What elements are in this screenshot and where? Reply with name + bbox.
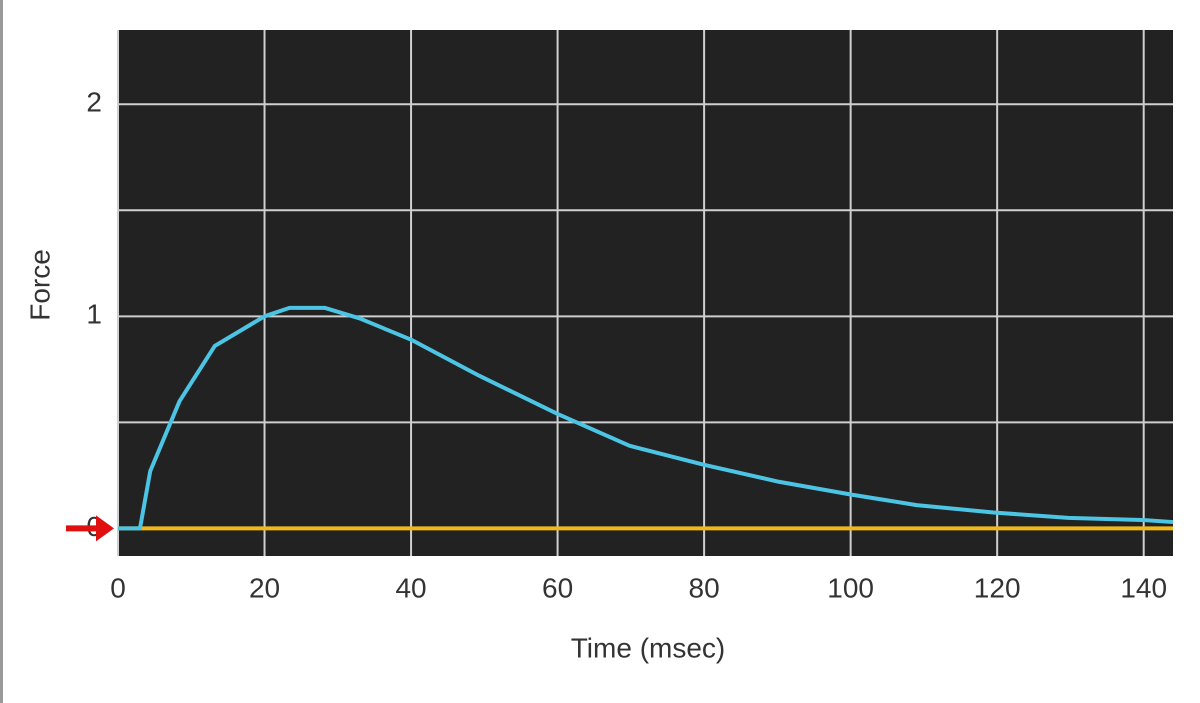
plot-background	[118, 30, 1173, 556]
x-tick-label: 40	[395, 572, 426, 603]
y-axis-label: Force	[24, 249, 55, 321]
y-tick-label: 2	[86, 87, 102, 118]
x-tick-label: 0	[110, 572, 126, 603]
x-tick-label: 20	[249, 572, 280, 603]
data-line	[118, 305, 1174, 531]
y-tick-label: 1	[86, 299, 102, 330]
window-border	[0, 0, 3, 703]
x-axis-label: Time (msec)	[571, 632, 726, 663]
x-tick-label: 60	[542, 572, 573, 603]
x-tick-label: 140	[1120, 572, 1167, 603]
x-tick-label: 120	[974, 572, 1021, 603]
x-tick-label: 80	[689, 572, 720, 603]
x-tick-label: 100	[827, 572, 874, 603]
zero-marker-arrow	[66, 515, 114, 542]
